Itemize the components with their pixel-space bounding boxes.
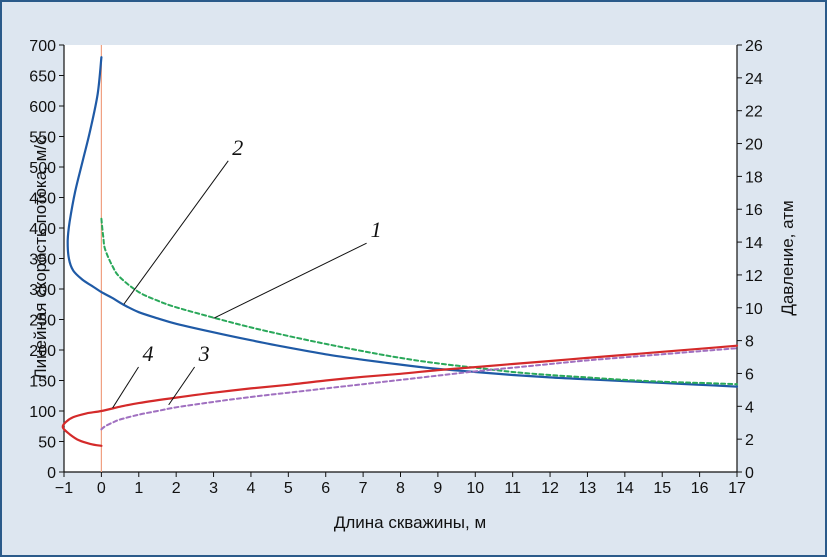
x-tick-label: 15 xyxy=(653,480,671,497)
x-tick-label: 7 xyxy=(359,480,368,497)
y-right-tick-label: 2 xyxy=(745,432,754,449)
series-line-2 xyxy=(66,56,739,388)
y-right-tick-label: 18 xyxy=(745,169,763,186)
y-right-tick-label: 22 xyxy=(745,104,763,121)
y-left-tick-label: 150 xyxy=(29,374,56,391)
x-tick-label: 11 xyxy=(504,480,521,497)
y-left-axis-title: Линейная скорость потока, м/с xyxy=(31,136,50,380)
y-left-tick-label: 350 xyxy=(29,252,56,269)
curve-label-1: 1 xyxy=(371,217,382,242)
series-line-3 xyxy=(100,347,738,431)
x-tick-label: 10 xyxy=(466,480,484,497)
x-tick-label: 3 xyxy=(209,480,218,497)
curve-leader-1 xyxy=(213,242,367,319)
y-right-tick-label: 20 xyxy=(745,137,763,154)
x-tick-label: 14 xyxy=(616,480,634,497)
series-line-1 xyxy=(100,217,738,386)
y-left-tick-label: 500 xyxy=(29,160,56,177)
y-left-tick-label: 250 xyxy=(29,313,56,330)
y-left-tick-label: 400 xyxy=(29,221,56,238)
x-tick-label: 1 xyxy=(134,480,143,497)
x-tick-label: 4 xyxy=(246,480,255,497)
axes xyxy=(59,44,742,477)
y-left-tick-label: 100 xyxy=(29,404,56,421)
x-tick-label: 12 xyxy=(541,480,559,497)
series-line-4 xyxy=(61,344,739,447)
y-left-tick-label: 600 xyxy=(29,99,56,116)
tick-labels: −1 0 1 2 3 4 5 6 7 8 9 10 11 12 13 14 15 16 17050100150200… xyxy=(29,38,763,497)
y-right-tick-label: 26 xyxy=(745,38,763,55)
y-left-tick-label: 650 xyxy=(29,69,56,86)
x-tick-label: 0 xyxy=(97,480,106,497)
curve-leader-4 xyxy=(112,366,139,409)
x-tick-label: 6 xyxy=(321,480,330,497)
x-tick-label: 17 xyxy=(728,480,746,497)
y-left-tick-label: 300 xyxy=(29,282,56,299)
y-right-tick-label: 24 xyxy=(745,71,763,88)
y-left-tick-label: 450 xyxy=(29,191,56,208)
y-right-tick-label: 16 xyxy=(745,202,763,219)
x-tick-label: −1 xyxy=(55,480,73,497)
y-right-tick-label: 8 xyxy=(745,334,754,351)
x-tick-label: 2 xyxy=(172,480,181,497)
curve-label-2: 2 xyxy=(232,135,243,160)
y-right-tick-label: 0 xyxy=(745,465,754,482)
y-left-tick-label: 50 xyxy=(38,435,56,452)
curve-label-4: 4 xyxy=(143,341,154,366)
y-right-axis-title: Давление, атм xyxy=(778,200,797,315)
y-right-tick-label: 14 xyxy=(745,235,763,252)
y-left-tick-label: 0 xyxy=(47,465,56,482)
y-left-tick-label: 200 xyxy=(29,343,56,360)
y-left-tick-label: 550 xyxy=(29,130,56,147)
x-tick-label: 13 xyxy=(579,480,597,497)
curve-labels: 2 1 4 3 xyxy=(112,135,382,409)
curve-label-3: 3 xyxy=(198,341,210,366)
y-right-tick-label: 10 xyxy=(745,301,763,318)
y-right-tick-label: 12 xyxy=(745,268,763,285)
y-right-tick-label: 6 xyxy=(745,366,754,383)
x-axis-title: Длина скважины, м xyxy=(334,513,486,532)
y-left-tick-label: 700 xyxy=(29,38,56,55)
curve-leader-3 xyxy=(168,366,196,406)
x-tick-label: 9 xyxy=(433,480,442,497)
x-tick-label: 5 xyxy=(284,480,293,497)
curve-leader-2 xyxy=(123,160,229,305)
curves xyxy=(61,56,739,447)
plot-area xyxy=(64,45,737,472)
y-right-tick-label: 4 xyxy=(745,399,754,416)
x-tick-label: 16 xyxy=(691,480,709,497)
x-tick-label: 8 xyxy=(396,480,405,497)
